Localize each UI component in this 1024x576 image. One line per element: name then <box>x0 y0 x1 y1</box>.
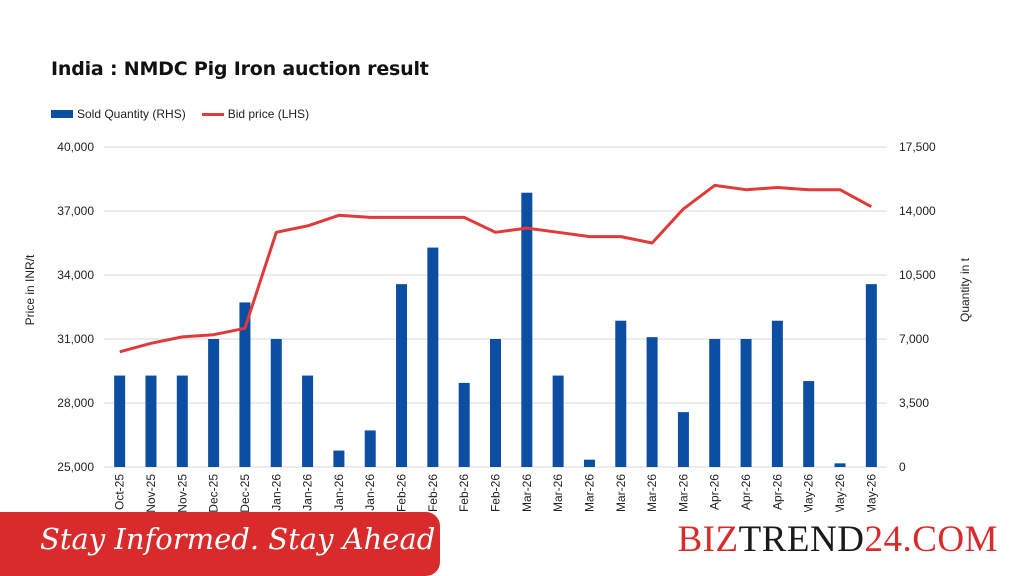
bar-sold-quantity <box>552 375 564 467</box>
bar-sold-quantity <box>114 375 126 467</box>
legend-item-bid-price: Bid price (LHS) <box>201 107 310 121</box>
x-tick-label: May-26 <box>833 474 847 514</box>
bars-sold-quantity <box>114 192 877 467</box>
bar-sold-quantity <box>740 339 752 467</box>
left-tick-label: 28,000 <box>57 396 94 410</box>
x-tick-label: Jan-26 <box>332 474 346 511</box>
x-tick-label: Dec-25 <box>238 474 252 513</box>
bar-sold-quantity <box>709 339 721 467</box>
x-tick-label: Jan-26 <box>301 474 315 511</box>
y-axis-label-left: Price in INR/t <box>23 254 37 325</box>
bar-sold-quantity <box>176 375 188 467</box>
bar-sold-quantity <box>490 339 501 467</box>
bar-sold-quantity <box>771 320 783 467</box>
x-tick-label: Apr-26 <box>739 474 753 510</box>
bar-sold-quantity <box>270 339 282 467</box>
x-tick-label: Nov-25 <box>175 474 189 513</box>
x-tick-label: Feb-26 <box>489 474 503 512</box>
x-tick-label: Mar-26 <box>614 474 628 512</box>
bar-sold-quantity <box>396 284 408 467</box>
legend-swatch-bar <box>51 110 73 118</box>
x-tick-label: Mar-26 <box>520 474 534 512</box>
x-tick-label: Feb-26 <box>426 474 440 512</box>
x-tick-label: Oct-25 <box>113 474 127 510</box>
x-tick-label: Dec-25 <box>207 474 221 513</box>
bar-sold-quantity <box>239 302 251 467</box>
chart-legend: Sold Quantity (RHS) Bid price (LHS) <box>51 106 325 122</box>
bid-price-line <box>119 183 873 354</box>
bar-sold-quantity <box>865 284 877 467</box>
bar-sold-quantity <box>521 192 533 467</box>
footer-banner: Stay Informed. Stay Ahead BIZTREND24.COM <box>0 512 1024 576</box>
bar-sold-quantity <box>646 337 658 467</box>
right-tick-label: 17,500 <box>899 140 936 154</box>
bar-sold-quantity <box>677 412 689 467</box>
bar-sold-quantity <box>834 463 846 467</box>
x-tick-label: Feb-26 <box>457 474 471 512</box>
left-tick-label: 40,000 <box>57 140 94 154</box>
right-tick-label: 0 <box>899 460 906 474</box>
x-tick-label: Mar-26 <box>645 474 659 512</box>
bar-sold-quantity <box>458 382 470 467</box>
brand-part-domain: 24.COM <box>864 519 998 560</box>
x-tick-label: Jan-26 <box>363 474 377 511</box>
bar-sold-quantity <box>427 247 439 467</box>
bar-sold-quantity <box>208 339 220 467</box>
bar-sold-quantity <box>333 450 345 467</box>
legend-swatch-line <box>201 112 224 116</box>
left-tick-label: 37,000 <box>57 204 94 218</box>
legend-label-sold-quantity: Sold Quantity (RHS) <box>77 107 186 121</box>
left-tick-label: 25,000 <box>57 460 94 474</box>
bar-sold-quantity <box>803 381 815 467</box>
right-tick-label: 10,500 <box>899 268 936 282</box>
x-tick-label: Mar-26 <box>582 474 596 512</box>
right-tick-label: 7,000 <box>899 332 929 346</box>
legend-label-bid-price: Bid price (LHS) <box>227 107 310 121</box>
chart-title: India : NMDC Pig Iron auction result <box>51 58 429 80</box>
x-tick-label: Mar-26 <box>551 474 565 512</box>
line-bid-price <box>119 183 873 354</box>
bar-sold-quantity <box>583 459 595 467</box>
bar-sold-quantity <box>302 375 314 467</box>
x-axis-ticks: Oct-25 Nov-25 Nov-25 Dec-25 Dec-25 Jan-26 Jan-… <box>113 474 879 514</box>
right-axis-ticks: 0 3,500 7,000 10,500 14,000 17,500 <box>899 140 936 474</box>
x-tick-label: Apr-26 <box>708 474 722 510</box>
left-tick-label: 34,000 <box>57 268 94 282</box>
bar-sold-quantity <box>364 430 376 467</box>
x-tick-label: May-26 <box>802 474 816 514</box>
right-tick-label: 14,000 <box>899 204 936 218</box>
left-tick-label: 31,000 <box>57 332 94 346</box>
brand-part-trend: TREND <box>738 519 865 560</box>
bar-sold-quantity <box>145 375 157 467</box>
left-axis-ticks: 25,000 28,000 31,000 34,000 37,000 40,000 <box>57 140 94 474</box>
tagline-box: Stay Informed. Stay Ahead <box>0 512 440 576</box>
y-axis-label-right: Quantity in t <box>958 257 972 322</box>
brand-part-biz: BIZ <box>677 519 739 560</box>
x-tick-label: Apr-26 <box>770 474 784 510</box>
x-tick-label: May-26 <box>864 474 878 514</box>
right-tick-label: 3,500 <box>899 396 929 410</box>
tagline-text: Stay Informed. Stay Ahead <box>40 522 436 556</box>
x-tick-label: Jan-26 <box>269 474 283 511</box>
bar-sold-quantity <box>615 320 627 467</box>
x-tick-label: Feb-26 <box>395 474 409 512</box>
x-tick-label: Mar-26 <box>676 474 690 512</box>
brand-logo[interactable]: BIZTREND24.COM <box>678 518 999 561</box>
x-tick-label: Nov-25 <box>144 474 158 513</box>
legend-item-sold-quantity: Sold Quantity (RHS) <box>51 107 186 121</box>
